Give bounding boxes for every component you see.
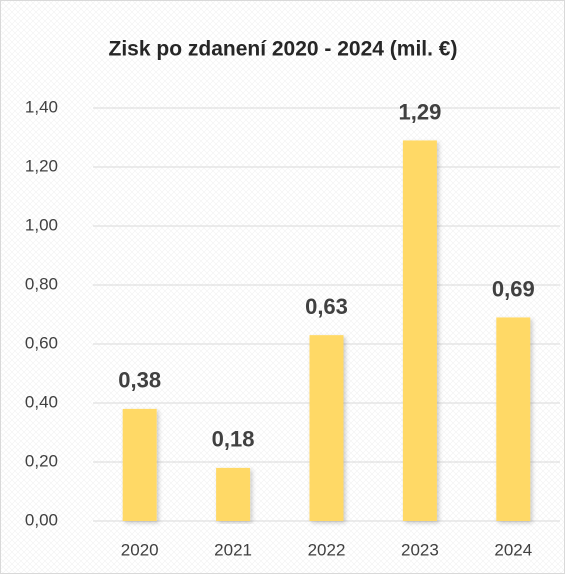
- bar: [402, 140, 437, 521]
- y-tick-label: 0,60: [25, 333, 58, 352]
- data-label: 0,18: [212, 427, 255, 452]
- chart-title: Zisk po zdanení 2020 - 2024 (mil. €): [109, 38, 458, 61]
- y-tick-label: 0,80: [25, 274, 58, 293]
- y-tick-label: 1,40: [25, 97, 58, 116]
- bar: [122, 408, 157, 521]
- data-label: 0,63: [305, 294, 348, 319]
- y-tick-label: 1,20: [25, 156, 58, 175]
- bar: [216, 467, 251, 521]
- x-tick-label: 2021: [214, 540, 252, 559]
- x-tick-label: 2022: [308, 540, 346, 559]
- bar: [309, 335, 344, 521]
- x-tick-label: 2023: [401, 540, 439, 559]
- bar: [496, 317, 531, 521]
- data-label: 0,38: [118, 368, 161, 393]
- y-tick-label: 0,20: [25, 451, 58, 470]
- y-tick-label: 1,00: [25, 215, 58, 234]
- y-tick-label: 0,00: [25, 510, 58, 529]
- y-tick-label: 0,40: [25, 392, 58, 411]
- data-label: 1,29: [398, 99, 441, 124]
- x-tick-label: 2020: [121, 540, 159, 559]
- x-tick-label: 2024: [494, 540, 532, 559]
- data-label: 0,69: [492, 276, 535, 301]
